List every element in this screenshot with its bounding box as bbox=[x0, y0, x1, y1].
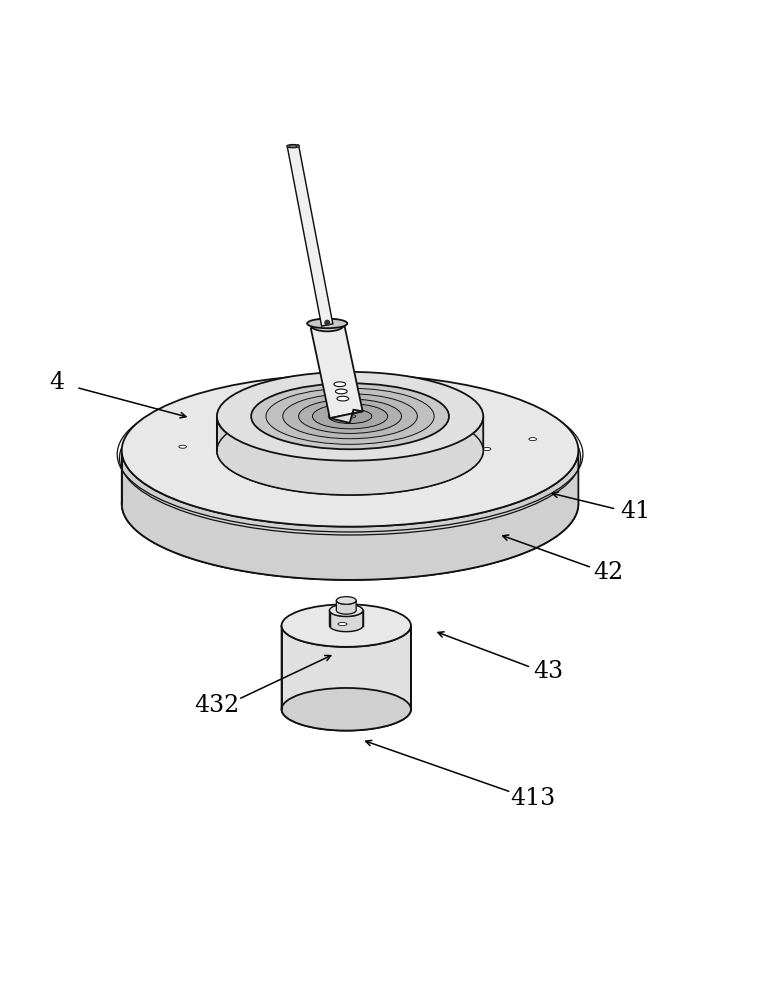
Polygon shape bbox=[288, 145, 333, 326]
Polygon shape bbox=[336, 600, 356, 614]
Ellipse shape bbox=[483, 447, 491, 451]
Ellipse shape bbox=[310, 319, 344, 331]
Ellipse shape bbox=[283, 394, 417, 439]
Ellipse shape bbox=[328, 409, 372, 424]
Ellipse shape bbox=[337, 396, 349, 401]
Ellipse shape bbox=[217, 372, 483, 461]
Ellipse shape bbox=[334, 382, 345, 387]
Ellipse shape bbox=[308, 451, 316, 454]
Polygon shape bbox=[122, 451, 578, 580]
Ellipse shape bbox=[251, 383, 449, 449]
Text: 41: 41 bbox=[620, 500, 651, 523]
Text: 42: 42 bbox=[594, 561, 624, 584]
Polygon shape bbox=[282, 626, 411, 731]
Ellipse shape bbox=[266, 388, 434, 444]
Ellipse shape bbox=[307, 319, 347, 328]
Polygon shape bbox=[330, 410, 363, 423]
Text: 413: 413 bbox=[510, 787, 556, 810]
Ellipse shape bbox=[282, 604, 411, 647]
Ellipse shape bbox=[336, 389, 347, 394]
Ellipse shape bbox=[217, 406, 483, 495]
Ellipse shape bbox=[313, 404, 387, 429]
Ellipse shape bbox=[298, 399, 402, 433]
Text: 432: 432 bbox=[194, 694, 240, 717]
Ellipse shape bbox=[122, 374, 578, 527]
Ellipse shape bbox=[282, 688, 411, 731]
Polygon shape bbox=[330, 610, 363, 632]
Ellipse shape bbox=[529, 438, 537, 441]
Circle shape bbox=[324, 320, 330, 326]
Polygon shape bbox=[310, 321, 363, 418]
Text: 4: 4 bbox=[49, 371, 65, 394]
Ellipse shape bbox=[179, 445, 186, 448]
Polygon shape bbox=[217, 416, 483, 495]
Ellipse shape bbox=[330, 604, 363, 616]
Ellipse shape bbox=[338, 623, 347, 626]
Ellipse shape bbox=[336, 597, 356, 604]
Text: 43: 43 bbox=[533, 660, 563, 683]
Ellipse shape bbox=[287, 144, 299, 148]
Ellipse shape bbox=[344, 414, 355, 418]
Ellipse shape bbox=[122, 428, 578, 580]
Ellipse shape bbox=[288, 145, 298, 147]
